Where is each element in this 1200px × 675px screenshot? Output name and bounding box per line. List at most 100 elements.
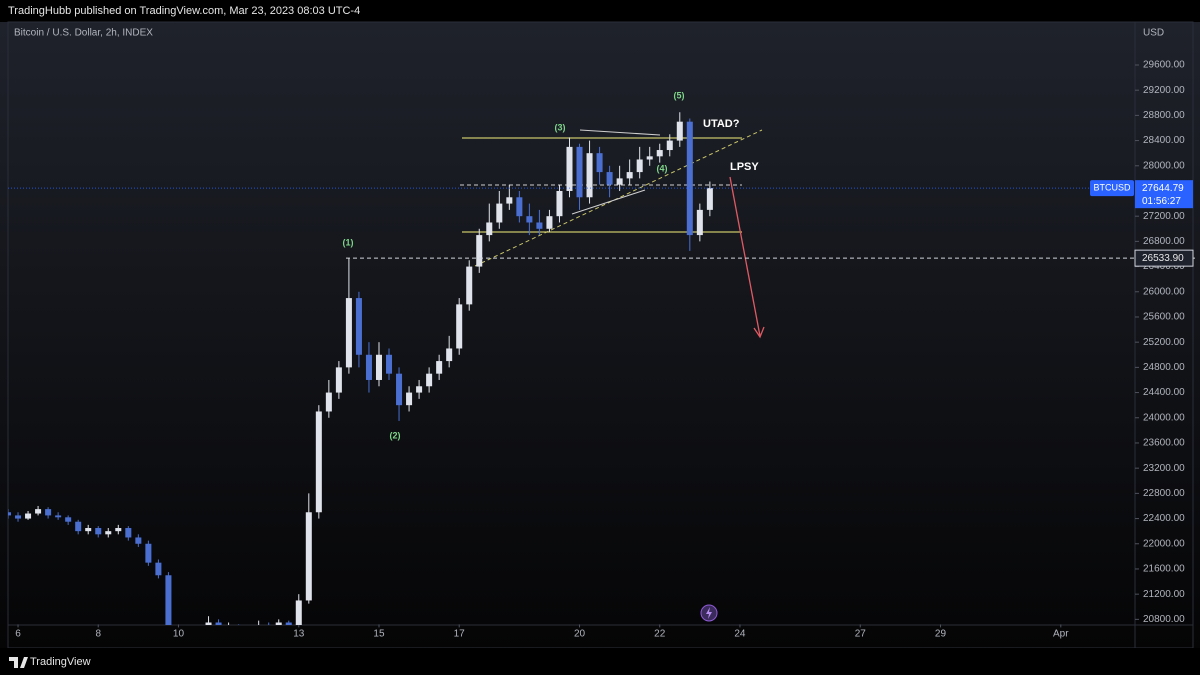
level-label: 26533.90 <box>1142 253 1184 264</box>
candle-body <box>145 543 152 563</box>
candle-body <box>416 386 423 393</box>
header-bar <box>0 0 1200 22</box>
y-tick-label: 28000.00 <box>1143 160 1185 171</box>
candle-body <box>466 266 473 305</box>
x-tick-label: 8 <box>95 629 101 640</box>
chart-background <box>0 22 1200 648</box>
y-axis-label: USD <box>1143 28 1164 39</box>
trend-line <box>474 129 763 267</box>
candle-body <box>15 515 22 519</box>
triangle-bottom <box>571 189 646 215</box>
candle-body <box>375 354 382 380</box>
candle-body <box>105 531 112 535</box>
x-tick-label: 20 <box>574 629 586 640</box>
y-tick-label: 26800.00 <box>1143 236 1185 247</box>
level-tag <box>1134 249 1194 267</box>
y-tick-label: 28800.00 <box>1143 110 1185 121</box>
candle-body <box>526 216 533 223</box>
candle-body <box>706 188 713 210</box>
candle-body <box>45 509 52 516</box>
y-tick-label: 26000.00 <box>1143 286 1185 297</box>
price-tag <box>1135 180 1193 209</box>
candle-body <box>355 298 362 355</box>
candle-body <box>8 512 12 516</box>
candle-body <box>686 121 693 236</box>
annotation: (5) <box>674 90 685 100</box>
y-tick-label: 23600.00 <box>1143 438 1185 449</box>
annotation: (1) <box>343 237 354 247</box>
projection-arrow <box>729 176 761 337</box>
x-tick-label: 22 <box>654 629 666 640</box>
candle-body <box>426 373 433 387</box>
y-tick-label: 22000.00 <box>1143 538 1185 549</box>
candle-body <box>576 146 583 198</box>
candle-body <box>285 622 292 625</box>
candle-body <box>516 197 523 217</box>
candle-body <box>456 304 463 349</box>
candle-body <box>496 203 503 223</box>
y-tick-label: 22800.00 <box>1143 488 1185 499</box>
y-tick-label: 22400.00 <box>1143 513 1185 524</box>
candle-body <box>165 575 172 625</box>
triangle-top <box>579 129 661 136</box>
y-tick-label: 23200.00 <box>1143 463 1185 474</box>
y-tick-label: 25600.00 <box>1143 312 1185 323</box>
candle-body <box>155 562 162 576</box>
annotation: LPSY <box>730 161 759 173</box>
symbol-label: BTCUSD <box>1093 183 1131 193</box>
y-tick-label: 28400.00 <box>1143 135 1185 146</box>
candle-body <box>305 512 312 601</box>
candle-body <box>55 515 62 518</box>
candle-body <box>666 140 673 151</box>
candle-body <box>65 517 72 522</box>
annotation: (2) <box>390 430 401 440</box>
candle-body <box>205 622 212 625</box>
candle-body <box>125 528 132 538</box>
candle-body <box>606 172 613 185</box>
y-tick-label: 27200.00 <box>1143 211 1185 222</box>
symbol-tag <box>1090 180 1134 197</box>
candle-body <box>586 153 593 198</box>
countdown-label: 01:56:27 <box>1142 196 1181 207</box>
chart-title: Bitcoin / U.S. Dollar, 2h, INDEX <box>14 28 153 39</box>
candle-body <box>95 528 102 535</box>
candles <box>8 112 713 625</box>
candle-body <box>596 153 603 173</box>
candle-body <box>25 513 32 519</box>
y-tick-label: 29200.00 <box>1143 85 1185 96</box>
candle-body <box>345 298 352 368</box>
arrow-head <box>753 326 765 339</box>
candle-body <box>215 622 222 625</box>
y-tick-label: 24800.00 <box>1143 362 1185 373</box>
candle-body <box>556 190 563 217</box>
candle-body <box>135 537 142 544</box>
footer-text: TradingView <box>30 656 91 668</box>
y-tick-label: 21600.00 <box>1143 564 1185 575</box>
logo <box>9 657 28 668</box>
x-tick-label: 13 <box>293 629 305 640</box>
candle-body <box>486 222 493 236</box>
candle-body <box>275 622 282 625</box>
candle-body <box>546 216 553 229</box>
candle-body <box>446 348 453 362</box>
candle-body <box>85 528 92 532</box>
candle-body <box>656 150 663 157</box>
x-tick-label: 27 <box>855 629 867 640</box>
annotation: (4) <box>657 163 668 173</box>
candle-body <box>536 222 543 229</box>
y-tick-label: 20800.00 <box>1143 614 1185 625</box>
x-tick-label: Apr <box>1053 629 1069 640</box>
candle-body <box>315 411 322 513</box>
x-tick-label: 24 <box>734 629 746 640</box>
candle-body <box>115 528 122 532</box>
candle-body <box>295 600 302 625</box>
candle-body <box>436 361 443 374</box>
lightning-glyph <box>706 607 712 619</box>
drawings <box>460 129 765 339</box>
candle-body <box>506 197 513 204</box>
y-tick-label: 24400.00 <box>1143 387 1185 398</box>
candle-body <box>616 178 623 185</box>
candle-body <box>396 373 403 406</box>
